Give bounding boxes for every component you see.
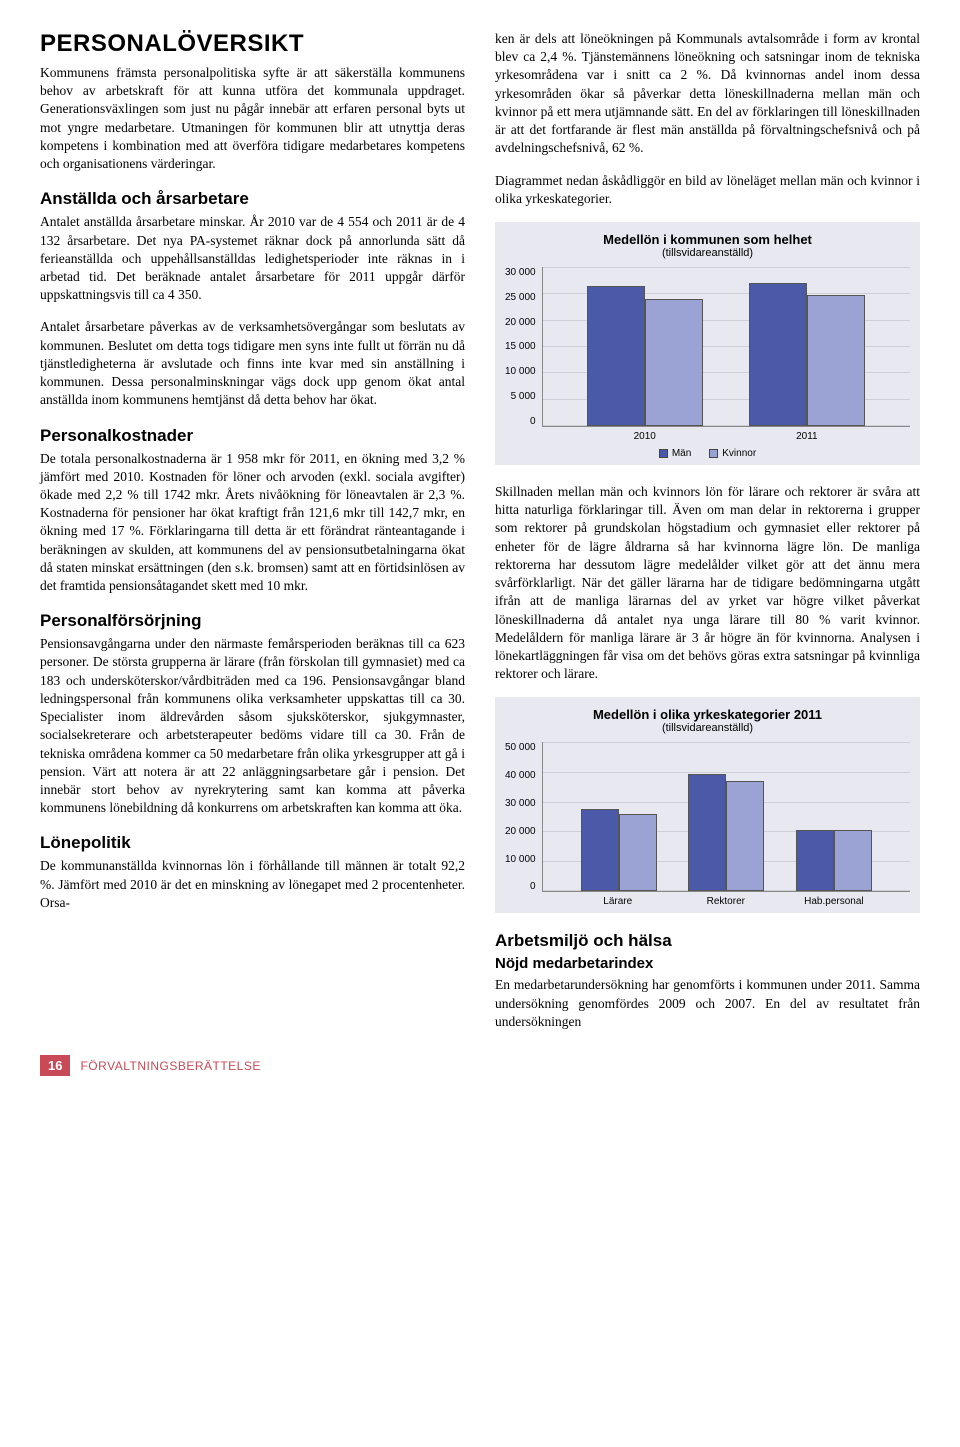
bar-group	[587, 267, 703, 426]
bar	[587, 286, 645, 426]
chart2-yaxis: 50 000 40 000 30 000 20 000 10 000 0	[505, 742, 542, 892]
page-footer: 16 FÖRVALTNINGSBERÄTTELSE	[40, 1055, 920, 1076]
chart1-title: Medellön i kommunen som helhet	[505, 232, 910, 247]
ytick-label: 10 000	[505, 854, 536, 865]
bar	[834, 830, 872, 891]
para-personalforsorjning: Pensionsavgångarna under den närmaste fe…	[40, 635, 465, 817]
bar	[619, 814, 657, 891]
heading-personalforsorjning: Personalförsörjning	[40, 611, 465, 631]
heading-arbetsmiljo: Arbetsmiljö och hälsa	[495, 931, 920, 951]
para-anstallda-2: Antalet årsarbetare påverkas av de verks…	[40, 318, 465, 409]
xtick-label: 2011	[726, 431, 888, 442]
ytick-label: 15 000	[505, 341, 536, 352]
xtick-label: 2010	[564, 431, 726, 442]
page-columns: PERSONALÖVERSIKT Kommunens främsta perso…	[40, 30, 920, 1031]
ytick-label: 30 000	[505, 798, 536, 809]
bar	[581, 809, 619, 891]
ytick-label: 0	[505, 416, 536, 427]
bar	[726, 781, 764, 891]
para-right-3: Skillnaden mellan män och kvinnors lön f…	[495, 483, 920, 683]
ytick-label: 0	[505, 881, 536, 892]
legend-item: Kvinnor	[709, 448, 756, 459]
chart2-plot	[542, 742, 910, 892]
ytick-label: 20 000	[505, 826, 536, 837]
ytick-label: 5 000	[505, 391, 536, 402]
bar	[645, 299, 703, 426]
page-number-badge: 16	[40, 1055, 70, 1076]
bar	[688, 774, 726, 892]
legend-label: Män	[672, 448, 691, 459]
chart1-yaxis: 30 000 25 000 20 000 15 000 10 000 5 000 0	[505, 267, 542, 427]
chart2-xlabels: LärareRektorerHab.personal	[542, 896, 910, 907]
ytick-label: 30 000	[505, 267, 536, 278]
bar	[796, 830, 834, 891]
chart-medellon-helhet: Medellön i kommunen som helhet (tillsvid…	[495, 222, 920, 465]
chart1-subtitle: (tillsvidareanställd)	[505, 247, 910, 259]
para-right-4: En medarbetarundersökning har genomförts…	[495, 976, 920, 1031]
ytick-label: 25 000	[505, 292, 536, 303]
ytick-label: 50 000	[505, 742, 536, 753]
intro-paragraph: Kommunens främsta personalpolitiska syft…	[40, 64, 465, 173]
xtick-label: Rektorer	[672, 896, 780, 907]
ytick-label: 40 000	[505, 770, 536, 781]
heading-personalkostnader: Personalkostnader	[40, 426, 465, 446]
chart1-area: 30 000 25 000 20 000 15 000 10 000 5 000 0 201…	[505, 267, 910, 442]
bar-group	[796, 742, 872, 891]
chart-medellon-yrke: Medellön i olika yrkeskategorier 2011 (t…	[495, 697, 920, 913]
heading-lonepolitik: Lönepolitik	[40, 833, 465, 853]
heading-anstallda: Anställda och årsarbetare	[40, 189, 465, 209]
bar	[807, 295, 865, 426]
chart1-bars	[543, 267, 910, 426]
chart2-bars	[543, 742, 910, 891]
footer-section-label: FÖRVALTNINGSBERÄTTELSE	[80, 1059, 260, 1073]
para-right-2: Diagrammet nedan åskådliggör en bild av …	[495, 172, 920, 208]
bar-group	[749, 267, 865, 426]
bar	[749, 283, 807, 426]
para-right-1: ken är dels att löneökningen på Kommunal…	[495, 30, 920, 158]
legend-label: Kvinnor	[722, 448, 756, 459]
chart2-subtitle: (tillsvidareanställd)	[505, 722, 910, 734]
ytick-label: 20 000	[505, 317, 536, 328]
chart2-title: Medellön i olika yrkeskategorier 2011	[505, 707, 910, 722]
bar-group	[581, 742, 657, 891]
chart1-legend: Män Kvinnor	[505, 448, 910, 459]
legend-swatch	[659, 449, 668, 458]
legend-item: Män	[659, 448, 691, 459]
ytick-label: 10 000	[505, 366, 536, 377]
bar-group	[688, 742, 764, 891]
chart2-area: 50 000 40 000 30 000 20 000 10 000 0 LärareRe…	[505, 742, 910, 907]
xtick-label: Lärare	[564, 896, 672, 907]
para-anstallda-1: Antalet anställda årsarbetare minskar. Å…	[40, 213, 465, 304]
right-column: ken är dels att löneökningen på Kommunal…	[495, 30, 920, 1031]
para-personalkostnader: De totala personalkostnaderna är 1 958 m…	[40, 450, 465, 596]
chart1-plot	[542, 267, 910, 427]
legend-swatch	[709, 449, 718, 458]
xtick-label: Hab.personal	[780, 896, 888, 907]
chart1-xlabels: 20102011	[542, 431, 910, 442]
para-lonepolitik: De kommunanställda kvinnornas lön i förh…	[40, 857, 465, 912]
heading-nojd-index: Nöjd medarbetarindex	[495, 955, 920, 972]
left-column: PERSONALÖVERSIKT Kommunens främsta perso…	[40, 30, 465, 1031]
page-title: PERSONALÖVERSIKT	[40, 30, 465, 58]
